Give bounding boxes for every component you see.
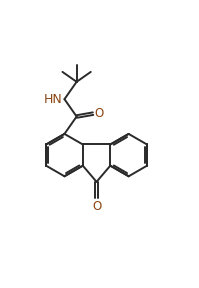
Text: O: O [92,200,101,213]
Text: HN: HN [44,93,63,106]
Text: O: O [94,107,103,120]
